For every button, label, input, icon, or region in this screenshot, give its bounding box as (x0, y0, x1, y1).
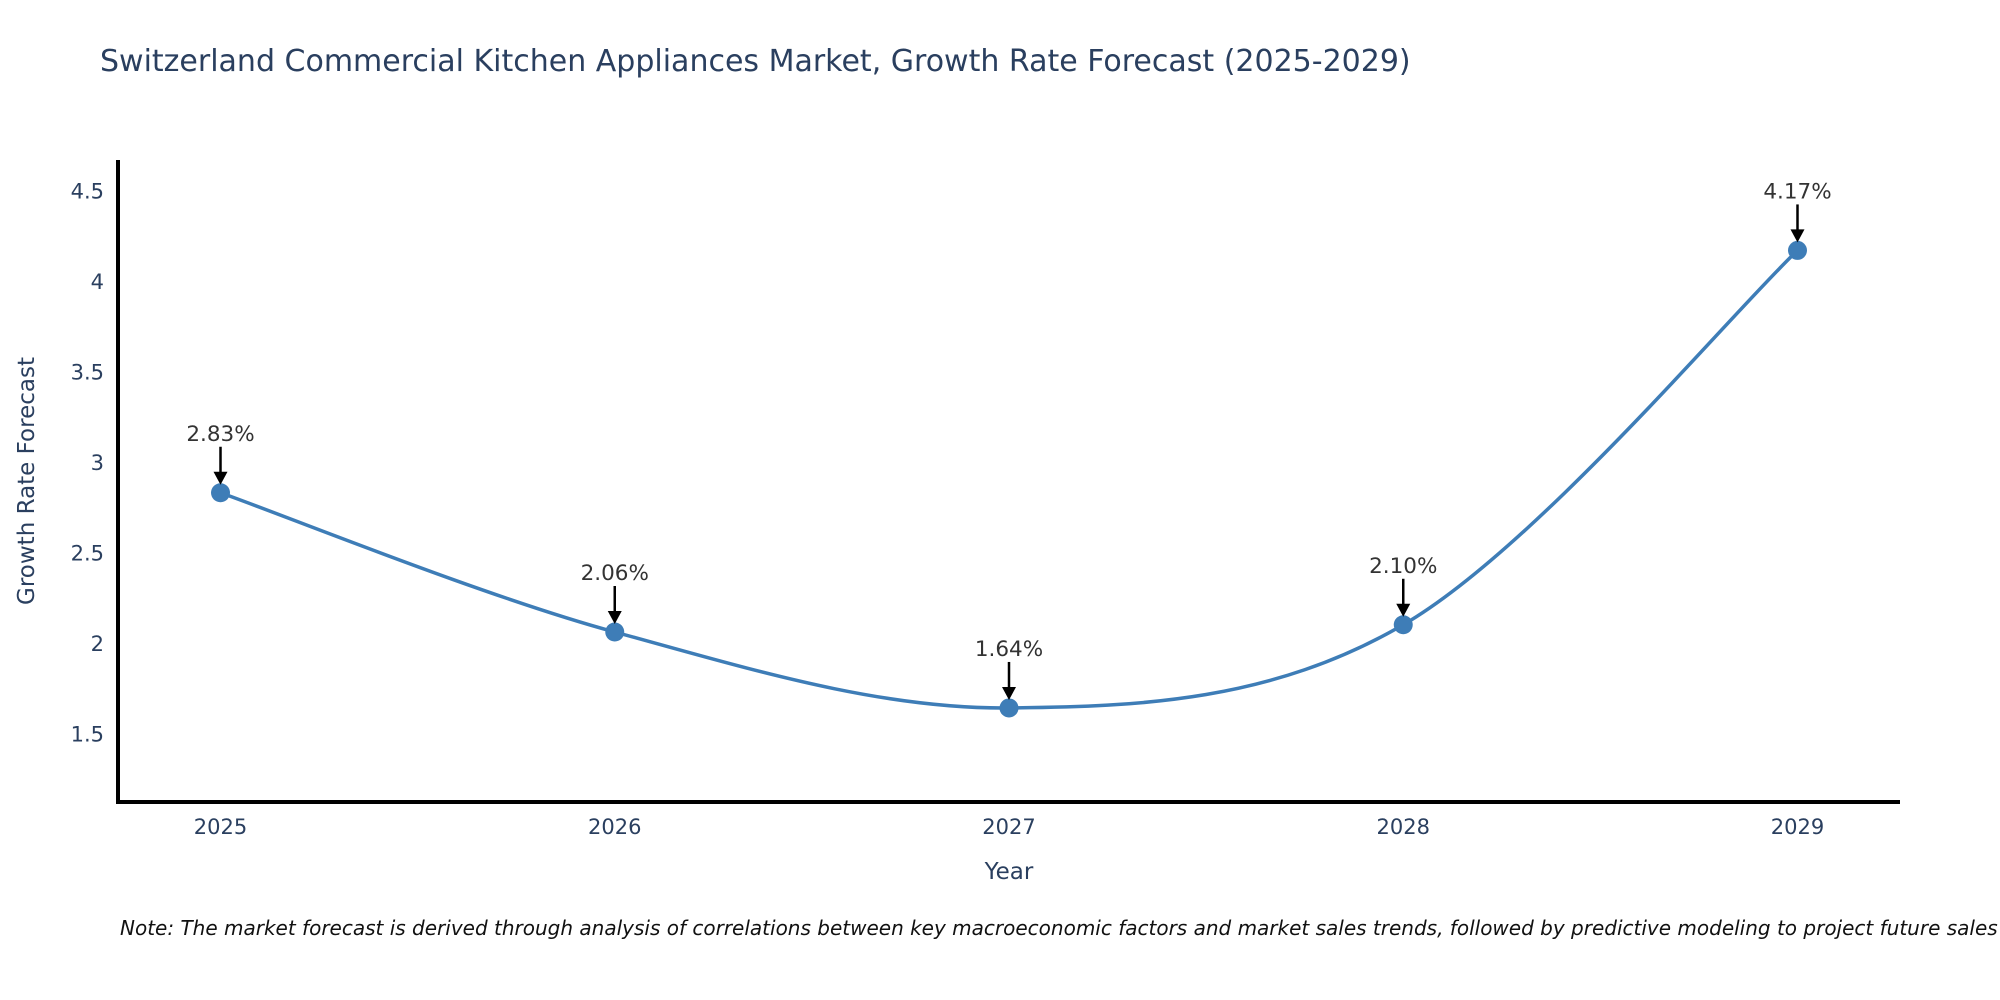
x-tick-label: 2026 (588, 815, 641, 839)
y-tick-label: 3.5 (71, 361, 104, 385)
y-tick-label: 4 (91, 270, 104, 294)
annotation-arrow-head (1790, 229, 1805, 243)
x-tick-label: 2029 (1771, 815, 1824, 839)
x-tick-label: 2028 (1377, 815, 1430, 839)
y-tick-label: 2 (91, 632, 104, 656)
x-tick-label: 2027 (982, 815, 1035, 839)
footnote-text: Note: The market forecast is derived thr… (120, 916, 1998, 940)
annotation-arrow-head (1002, 686, 1016, 700)
y-tick-label: 3 (91, 451, 104, 475)
x-axis-title: Year (984, 859, 1034, 885)
annotation-arrow-head (1396, 603, 1411, 617)
data-point-marker[interactable] (1393, 615, 1413, 635)
annotation-label: 1.64% (975, 637, 1043, 662)
annotation-label: 4.17% (1763, 179, 1831, 204)
data-point-marker[interactable] (211, 483, 231, 503)
y-tick-label: 4.5 (71, 180, 104, 204)
annotation-arrow-head (607, 611, 622, 625)
annotation-label: 2.06% (581, 561, 649, 586)
y-tick-label: 1.5 (71, 722, 104, 746)
x-tick-label: 2025 (194, 815, 247, 839)
annotation-arrow-head (213, 471, 228, 485)
annotation-label: 2.83% (186, 422, 254, 447)
data-point-marker[interactable] (605, 622, 625, 642)
forecast-line (219, 249, 1799, 710)
annotation-label: 2.10% (1369, 554, 1437, 579)
data-point-marker[interactable] (1787, 240, 1807, 260)
chart-title: Switzerland Commercial Kitchen Appliance… (100, 44, 1411, 79)
data-point-marker[interactable] (999, 698, 1019, 718)
y-tick-label: 2.5 (71, 541, 104, 565)
